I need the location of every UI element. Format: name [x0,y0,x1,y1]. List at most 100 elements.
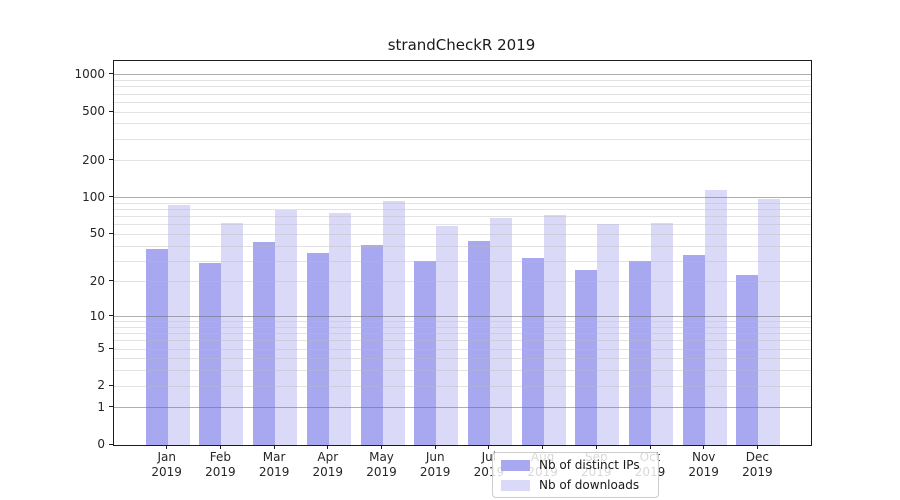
x-axis-tick-label-feb: Feb 2019 [193,450,247,480]
gridline-minor [114,160,811,162]
y-axis-tick [109,443,113,445]
gridline-minor [114,101,811,103]
gridline-minor [114,233,811,235]
x-axis-tick [542,445,544,449]
gridline-minor [114,123,811,125]
gridline-minor [114,385,811,387]
x-axis-tick [595,445,597,449]
x-tick-year: 2019 [419,465,451,479]
bar-nb-of-downloads-jun [436,225,459,445]
y-axis-tick [109,347,113,349]
gridline-major [114,74,811,76]
bar-nb-of-downloads-jul [489,218,512,445]
bar-nb-of-downloads-jan [167,205,190,445]
gridline-minor [114,86,811,88]
legend-swatch-nb-of-downloads [501,479,530,491]
bar-nb-of-distinct-ips-jun [414,261,437,445]
y-axis-tick [109,315,113,317]
gridline-minor [114,321,811,323]
gridline-minor [114,209,811,211]
gridline-minor [114,216,811,218]
x-tick-month: Jun [425,450,445,464]
x-tick-month: May [369,450,394,464]
bar-nb-of-downloads-may [382,201,405,445]
bar-nb-of-distinct-ips-jul [467,241,490,445]
x-axis-tick-label-nov: Nov 2019 [677,450,731,480]
x-axis-tick-label-jun: Jun 2019 [408,450,462,480]
bar-nb-of-distinct-ips-mar [253,242,276,445]
y-axis-tick [109,196,113,198]
gridline-minor [114,370,811,372]
x-axis-tick-label-dec: Dec 2019 [730,450,784,480]
y-axis-tick [109,280,113,282]
legend-entry-nb-of-distinct-ips: Nb of distinct IPs [501,457,650,474]
gridline-major [114,407,811,409]
y-axis-tick [109,110,113,112]
x-tick-month: Nov [691,450,716,464]
x-tick-year: 2019 [366,465,397,479]
legend-label-nb-of-downloads: Nb of downloads [539,478,640,492]
x-axis-tick-label-may: May 2019 [355,450,409,480]
bar-nb-of-distinct-ips-feb [199,262,222,445]
gridline-minor [114,340,811,342]
x-tick-year: 2019 [205,465,236,479]
gridline-minor [114,348,811,350]
gridline-minor [114,326,811,328]
x-tick-month: Apr [317,450,339,464]
bar-nb-of-downloads-dec [758,198,781,445]
x-axis-tick [219,445,221,449]
y-axis-tick-label: 0 [97,437,105,451]
x-axis-tick-label-apr: Apr 2019 [301,450,355,480]
x-tick-month: Dec [745,450,769,464]
gridline-minor [114,333,811,335]
bar-nb-of-distinct-ips-nov [682,254,705,445]
gridline-minor [114,111,811,113]
legend-label-nb-of-distinct-ips: Nb of distinct IPs [539,458,640,472]
x-tick-year: 2019 [258,465,290,479]
legend: Nb of distinct IPs Nb of downloads [492,452,659,498]
x-tick-month: Jan [157,450,176,464]
x-axis-tick-label-jan: Jan 2019 [140,450,194,480]
bar-nb-of-downloads-mar [275,210,298,445]
x-axis-tick [166,445,168,449]
x-axis-tick [756,445,758,449]
gridline-minor [114,202,811,204]
bar-nb-of-distinct-ips-dec [736,274,759,445]
x-axis-tick [649,445,651,449]
y-axis-tick-label: 20 [89,273,105,288]
x-axis-tick [488,445,490,449]
gridline-minor [114,224,811,226]
x-axis-tick [703,445,705,449]
gridline-minor [114,358,811,360]
gridline-minor [114,80,811,82]
x-tick-month: Feb [209,450,232,464]
bar-nb-of-downloads-feb [221,223,244,445]
bar-nb-of-downloads-sep [597,223,620,445]
y-axis-tick [109,232,113,234]
bar-nb-of-downloads-aug [543,215,566,445]
x-tick-year: 2019 [742,465,773,479]
x-axis-tick [434,445,436,449]
y-axis-tick [109,384,113,386]
y-axis-tick [109,406,113,408]
x-axis-tick [381,445,382,449]
y-axis-tick-label: 50 [89,226,105,241]
gridline-minor [114,245,811,247]
x-axis-tick [327,445,329,449]
bar-nb-of-downloads-oct [651,223,673,445]
y-axis-tick-label: 1 [97,399,105,414]
gridline-major [114,316,811,318]
y-axis-tick-label: 500 [82,104,105,119]
bar-nb-of-distinct-ips-jan [145,248,168,445]
gridline-minor [114,138,811,140]
bar-nb-of-distinct-ips-oct [629,261,651,445]
legend-swatch-nb-of-distinct-ips [501,459,530,471]
x-tick-year: 2019 [151,465,182,479]
legend-entry-nb-of-downloads: Nb of downloads [501,477,650,494]
bar-nb-of-distinct-ips-sep [575,270,598,445]
plot-area: Nb of distinct IPs Nb of downloads [113,60,812,498]
bar-nb-of-distinct-ips-apr [306,253,329,445]
y-axis-tick-label: 10 [89,308,105,323]
x-tick-month: Mar [262,450,286,464]
